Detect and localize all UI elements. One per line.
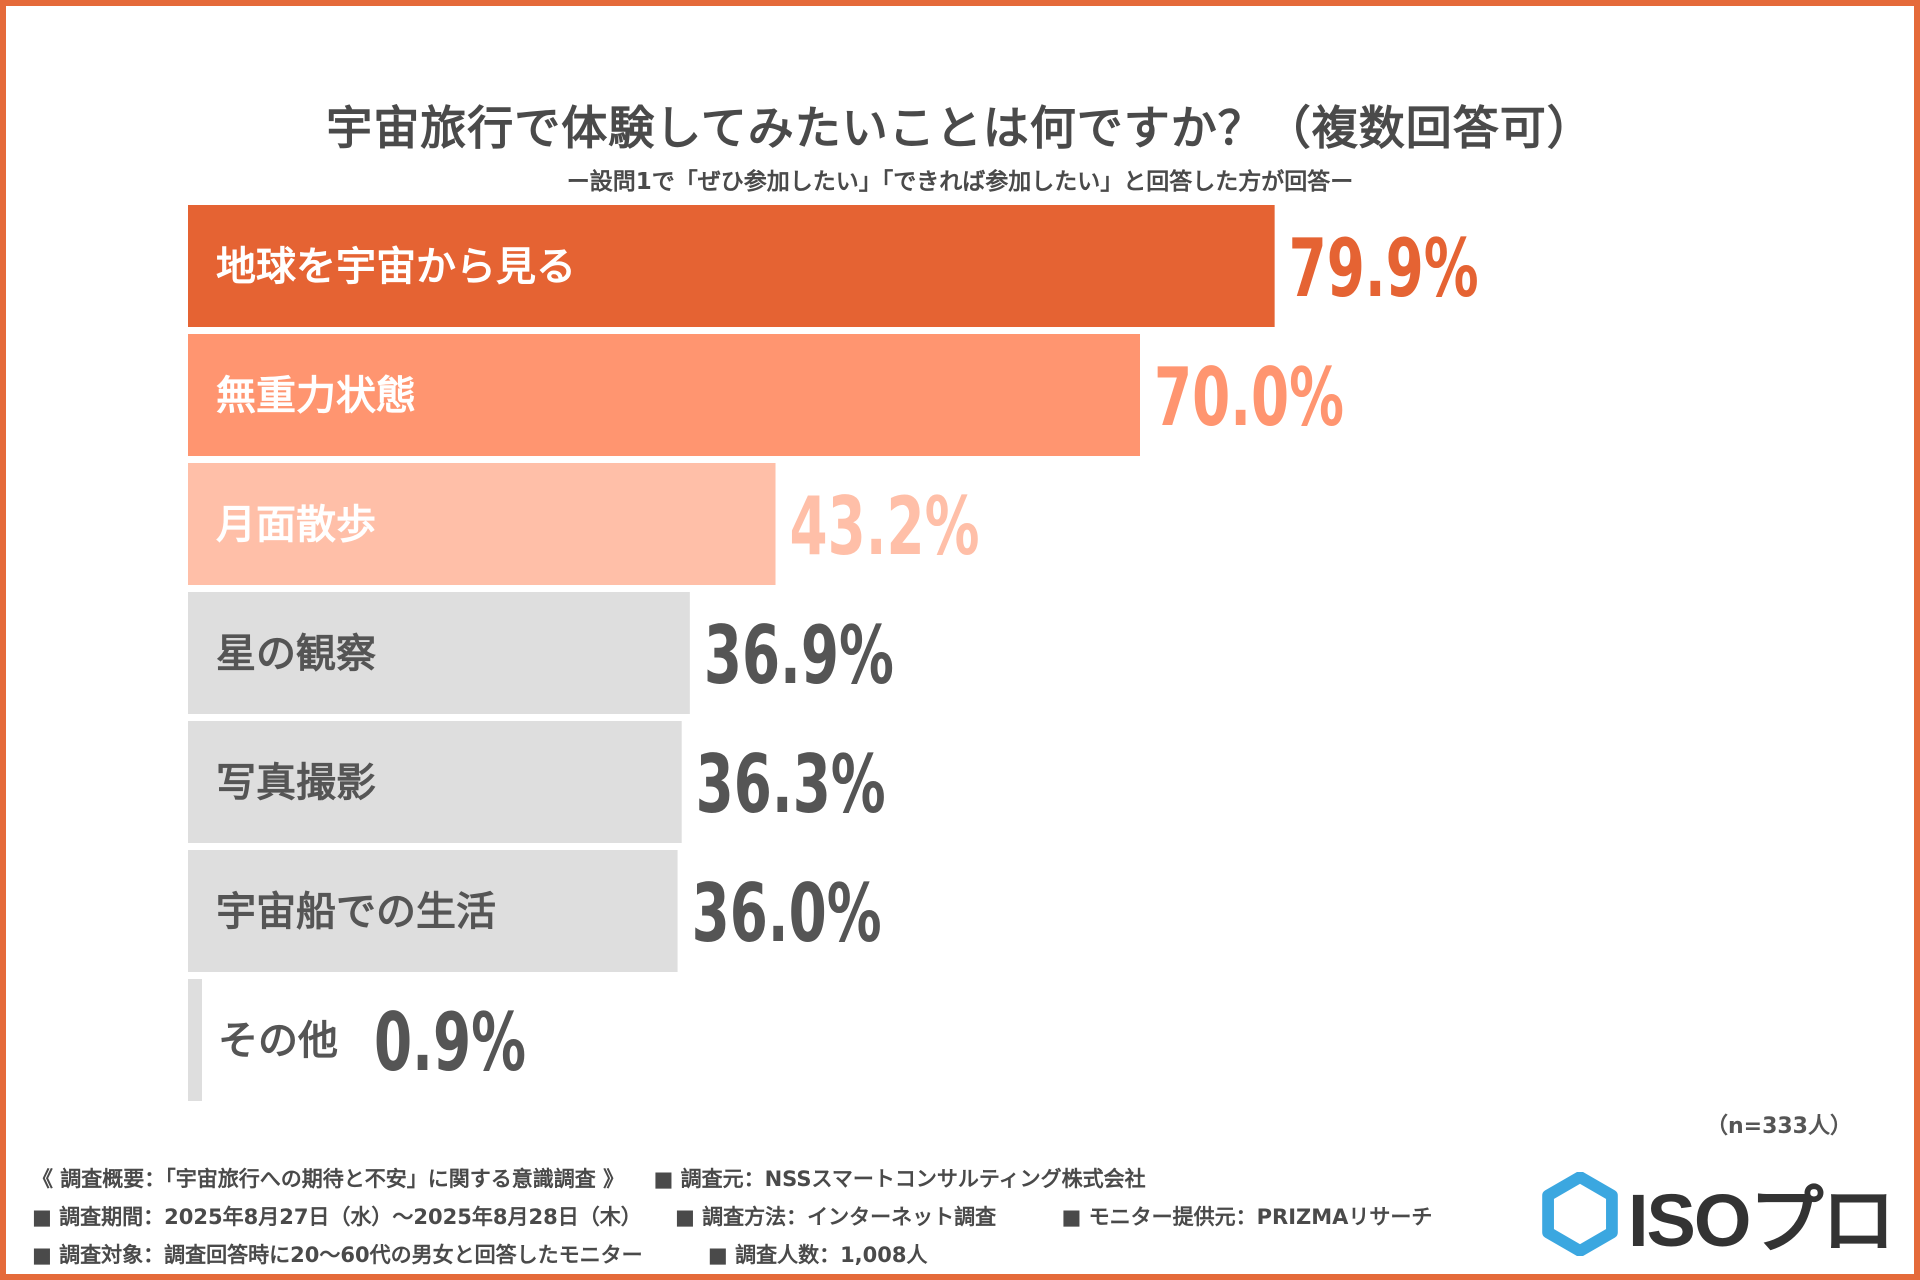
bar-1 xyxy=(188,205,1275,327)
bar-3 xyxy=(188,463,776,585)
bar-2 xyxy=(188,334,1140,456)
sample-size-note: （n=333人） xyxy=(1705,1114,1852,1139)
value-label-1: 79.9% xyxy=(1289,222,1479,315)
category-label-6: 宇宙船での生活 xyxy=(216,889,496,935)
hexagon-icon xyxy=(1542,1172,1618,1256)
category-label-3: 月面散歩 xyxy=(216,502,376,548)
bar-5 xyxy=(188,721,682,843)
survey-target: ■ 調査対象：調査回答時に20～60代の男女と回答したモニター xyxy=(32,1243,643,1267)
footer-line-2: ■ 調査期間：2025年8月27日（水）～2025年8月28日（木） ■ 調査方… xyxy=(32,1201,1432,1231)
survey-source: ■ 調査元：NSSスマートコンサルティング株式会社 xyxy=(653,1167,1146,1191)
bar-4 xyxy=(188,592,690,714)
monitor-provider: ■ モニター提供元：PRIZMAリサーチ xyxy=(1061,1205,1433,1229)
survey-count: ■ 調査人数：1,008人 xyxy=(707,1243,928,1267)
chart-subtitle: ー設問1で「ぜひ参加したい」「できれば参加したい」と回答した方が回答ー xyxy=(566,169,1354,195)
category-label-4: 星の観察 xyxy=(216,631,376,677)
category-label-5: 写真撮影 xyxy=(216,760,376,806)
value-label-2: 70.0% xyxy=(1154,351,1344,444)
value-label-7: 0.9% xyxy=(374,996,526,1089)
logo-text: ISOプロ xyxy=(1628,1178,1895,1262)
category-label-1: 地球を宇宙から見る xyxy=(216,244,576,290)
isopro-logo: ISOプロ xyxy=(1538,1168,1898,1262)
category-label-2: 無重力状態 xyxy=(216,373,416,419)
chart-title: 宇宙旅行で体験してみたいことは何ですか？（複数回答可） xyxy=(326,101,1594,155)
bar-6 xyxy=(188,850,678,972)
survey-method: ■ 調査方法：インターネット調査 xyxy=(675,1205,997,1229)
footer-line-1: 《 調査概要：「宇宙旅行への期待と不安」に関する意識調査 》 ■ 調査元：NSS… xyxy=(32,1163,1146,1193)
footer-line-3: ■ 調査対象：調査回答時に20～60代の男女と回答したモニター ■ 調査人数：1… xyxy=(32,1239,928,1269)
category-label-7: その他 xyxy=(218,1018,338,1064)
value-label-5: 36.3% xyxy=(696,738,886,831)
value-label-4: 36.9% xyxy=(704,609,894,702)
survey-overview: 《 調査概要：「宇宙旅行への期待と不安」に関する意識調査 》 xyxy=(32,1167,625,1191)
value-label-3: 43.2% xyxy=(790,480,980,573)
survey-period: ■ 調査期間：2025年8月27日（水）～2025年8月28日（木） xyxy=(32,1205,642,1229)
bar-7 xyxy=(188,979,202,1101)
value-label-6: 36.0% xyxy=(692,867,882,960)
